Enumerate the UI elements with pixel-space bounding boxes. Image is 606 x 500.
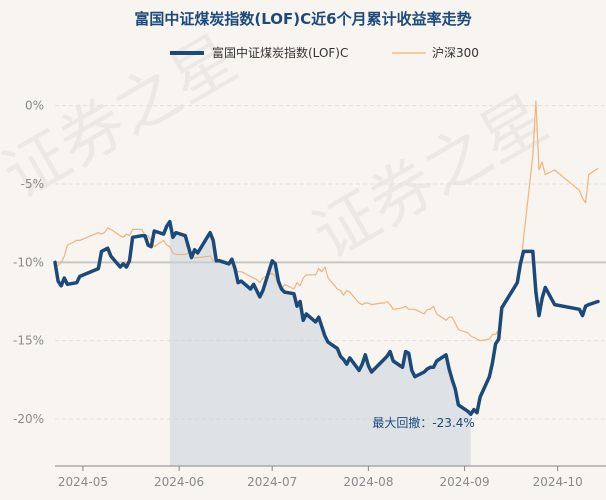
y-tick-label: -15% [13, 334, 44, 348]
y-axis: 0% -5% -10% -15% -20% [13, 99, 44, 426]
chart-title: 富国中证煤炭指数(LOF)C近6个月累计收益率走势 [134, 10, 471, 28]
x-tick-label: 2024-05 [58, 475, 108, 489]
fund-line [53, 219, 600, 417]
x-tick-label: 2024-10 [533, 475, 583, 489]
y-tick-label: -20% [13, 412, 44, 426]
max-drawdown-shading [169, 221, 471, 466]
x-tick-label: 2024-06 [154, 475, 204, 489]
x-tick-label: 2024-07 [247, 475, 297, 489]
legend-label-fund: 富国中证煤炭指数(LOF)C [212, 45, 348, 60]
watermark-text: 证券之星 [301, 82, 560, 274]
max-drawdown-area [169, 221, 471, 466]
y-tick-label: 0% [25, 99, 44, 113]
y-tick-label: -5% [21, 177, 44, 191]
legend: 富国中证煤炭指数(LOF)C 沪深300 [170, 45, 479, 60]
x-tick-label: 2024-08 [343, 475, 393, 489]
series-lines [53, 100, 600, 417]
x-tick-label: 2024-09 [440, 475, 490, 489]
legend-label-hs300: 沪深300 [432, 46, 479, 60]
hs300-line [54, 100, 599, 342]
x-axis: 2024-05 2024-06 2024-07 2024-08 2024-09 2024-… [55, 465, 606, 489]
y-tick-label: -10% [13, 255, 44, 269]
max-drawdown-label: 最大回撤：-23.4% [372, 415, 474, 430]
